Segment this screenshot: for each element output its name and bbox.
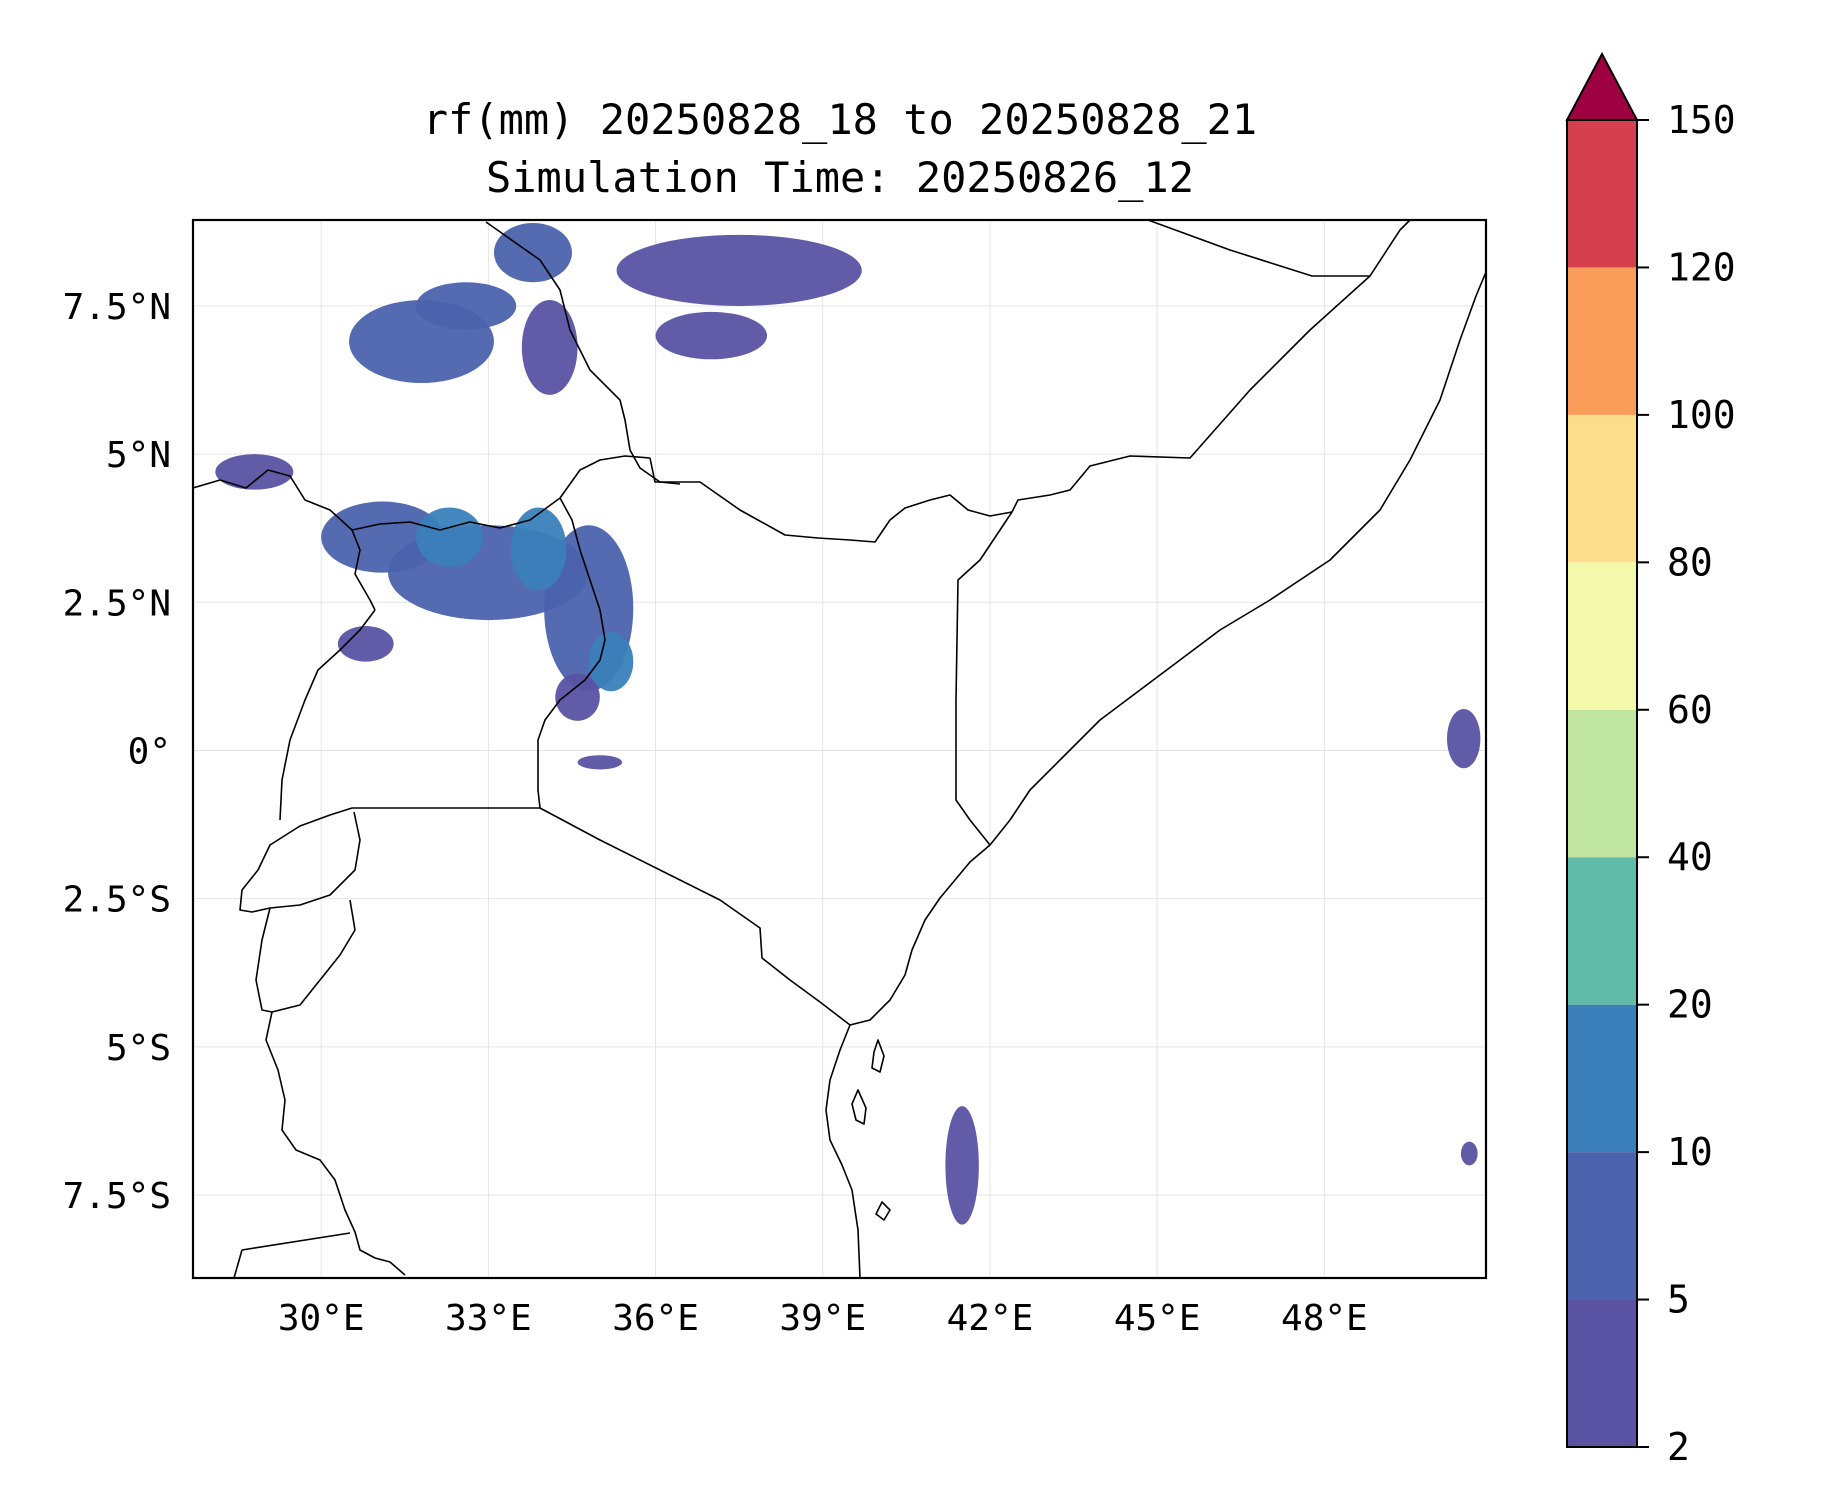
colorbar-segment	[1567, 1299, 1637, 1447]
ethiopia-north-border	[1147, 220, 1370, 277]
x-tick-label: 45°E	[1114, 1298, 1201, 1339]
south-sudan-west-border	[193, 469, 376, 611]
colorbar-segment	[1567, 120, 1637, 268]
rain-area	[521, 300, 578, 395]
tanzania-west-border	[265, 1011, 406, 1276]
lake-tanganyika-shore	[255, 899, 356, 1013]
colorbar-frame	[1566, 119, 1638, 1448]
rain-area	[577, 755, 623, 770]
x-axis-ticks: 30°E 33°E 36°E 39°E 42°E 45°E 48°E	[278, 1298, 1368, 1339]
gridlines	[193, 220, 1486, 1278]
map-background	[193, 220, 1486, 1278]
ethiopia-somalia-border	[1011, 220, 1411, 513]
tanzania-zambia-border	[241, 1232, 351, 1251]
y-tick-label: 7.5°S	[63, 1176, 171, 1217]
y-axis-ticks: 7.5°N 5°N 2.5°N 0° 2.5°S 5°S 7.5°S	[63, 287, 171, 1217]
ethiopia-kenya-border	[649, 457, 1013, 543]
y-tick-label: 0°	[128, 731, 171, 772]
kenya-somalia-border	[955, 511, 1013, 846]
rain-area	[1446, 708, 1481, 769]
y-tick-label: 5°N	[106, 435, 171, 476]
somalia-coastline	[989, 271, 1486, 846]
rain-area	[493, 222, 572, 283]
x-tick-label: 42°E	[947, 1298, 1034, 1339]
y-tick-label: 2.5°S	[63, 880, 171, 921]
rain-area	[655, 311, 768, 360]
title-line-2: Simulation Time: 20250826_12	[486, 153, 1194, 202]
colorbar: 2 5 10 20 40 60 80 100 120 150	[1565, 51, 1736, 1469]
colorbar-tick-label: 5	[1667, 1278, 1690, 1322]
rain-area	[337, 626, 394, 662]
country-borders	[193, 220, 1486, 1278]
drc-uganda-border	[279, 609, 376, 821]
kenya-tanzania-coastline	[825, 844, 991, 1278]
uganda-kenya-border	[537, 497, 606, 809]
colorbar-tick-label: 20	[1667, 983, 1713, 1027]
map-frame	[191, 218, 1488, 1280]
x-tick-label: 48°E	[1281, 1298, 1368, 1339]
colorbar-segment	[1567, 1004, 1637, 1153]
x-tick-label: 33°E	[445, 1298, 532, 1339]
colorbar-tick-label: 2	[1667, 1425, 1690, 1469]
colorbar-segment	[1567, 562, 1637, 710]
colorbar-tick-label: 40	[1667, 835, 1713, 879]
pemba-island	[871, 1039, 885, 1073]
colorbar-segment	[1567, 414, 1637, 563]
colorbar-tick-label: 10	[1667, 1130, 1713, 1174]
sudan-south-sudan-border	[485, 221, 681, 485]
zambia-south-edge	[233, 1249, 243, 1278]
rain-area	[415, 282, 517, 330]
y-tick-label: 5°S	[106, 1028, 171, 1069]
x-tick-label: 39°E	[779, 1298, 866, 1339]
title-line-1: rf(mm) 20250828_18 to 20250828_21	[423, 95, 1257, 144]
mafia-island	[875, 1201, 891, 1221]
y-tick-label: 2.5°N	[63, 583, 171, 624]
rainfall-layer	[215, 222, 1481, 1225]
lake-victoria-south-border	[329, 807, 540, 816]
colorbar-tick-label: 80	[1667, 540, 1713, 584]
tanzania-kenya-border	[539, 807, 851, 1026]
colorbar-tick-label: 60	[1667, 688, 1713, 732]
rain-area	[616, 234, 862, 306]
rain-area	[415, 507, 483, 567]
uganda-south-sudan-border	[351, 455, 651, 531]
rain-area	[215, 454, 294, 490]
colorbar-segment	[1567, 267, 1637, 415]
zanzibar-island	[851, 1089, 867, 1125]
colorbar-segment	[1567, 1152, 1637, 1300]
rain-area	[1460, 1141, 1478, 1166]
colorbar-segment	[1567, 857, 1637, 1005]
rwanda-burundi-border	[239, 811, 361, 913]
x-tick-label: 36°E	[612, 1298, 699, 1339]
rain-area	[555, 673, 600, 721]
rain-area	[945, 1106, 979, 1225]
rain-area	[588, 631, 634, 692]
rain-area	[510, 507, 567, 591]
colorbar-extend-arrow	[1565, 51, 1639, 121]
colorbar-tick-label: 100	[1667, 393, 1736, 437]
colorbar-tick-label: 150	[1667, 98, 1736, 142]
map-axes: 30°E 33°E 36°E 39°E 42°E 45°E 48°E 7.5°N 5°N 2.5…	[63, 218, 1488, 1339]
y-tick-label: 7.5°N	[63, 287, 171, 328]
colorbar-segment	[1567, 709, 1637, 858]
colorbar-tick-label: 120	[1667, 245, 1736, 289]
x-tick-label: 30°E	[278, 1298, 365, 1339]
